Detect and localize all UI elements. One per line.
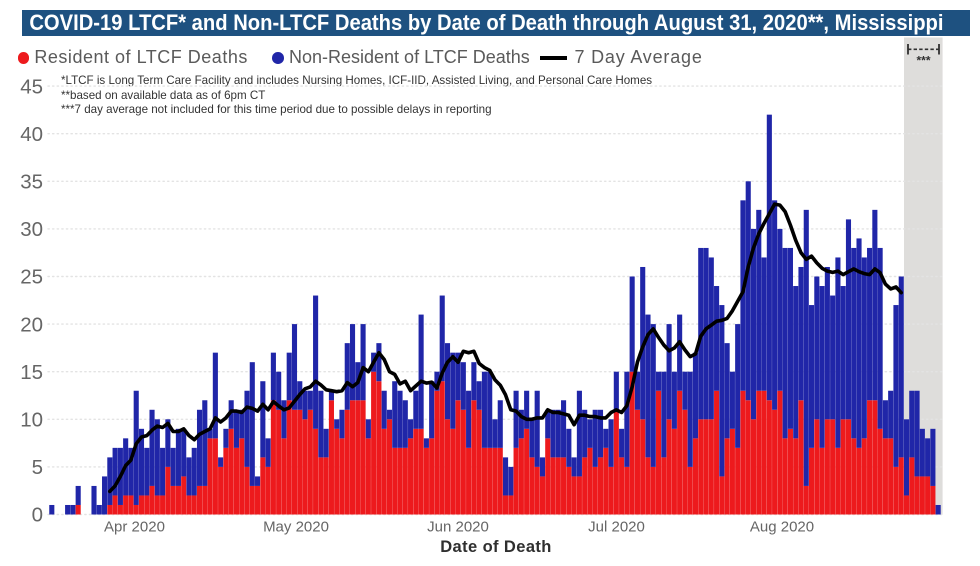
svg-text:Apr 2020: Apr 2020 [104, 519, 165, 536]
svg-text:Aug 2020: Aug 2020 [750, 519, 814, 536]
svg-text:0: 0 [32, 504, 43, 527]
svg-text:Jul 2020: Jul 2020 [588, 519, 645, 536]
svg-text:30: 30 [20, 218, 43, 241]
svg-text:May 2020: May 2020 [263, 519, 329, 536]
svg-text:***: *** [916, 54, 930, 68]
svg-text:10: 10 [20, 409, 43, 432]
svg-text:35: 35 [20, 171, 43, 194]
svg-text:Date of Death: Date of Death [440, 538, 552, 556]
svg-text:25: 25 [20, 266, 43, 289]
svg-text:15: 15 [20, 361, 43, 384]
svg-text:45: 45 [20, 75, 43, 98]
svg-text:5: 5 [32, 456, 43, 479]
svg-text:20: 20 [20, 313, 43, 336]
svg-text:Jun 2020: Jun 2020 [427, 519, 489, 536]
svg-text:40: 40 [20, 123, 43, 146]
